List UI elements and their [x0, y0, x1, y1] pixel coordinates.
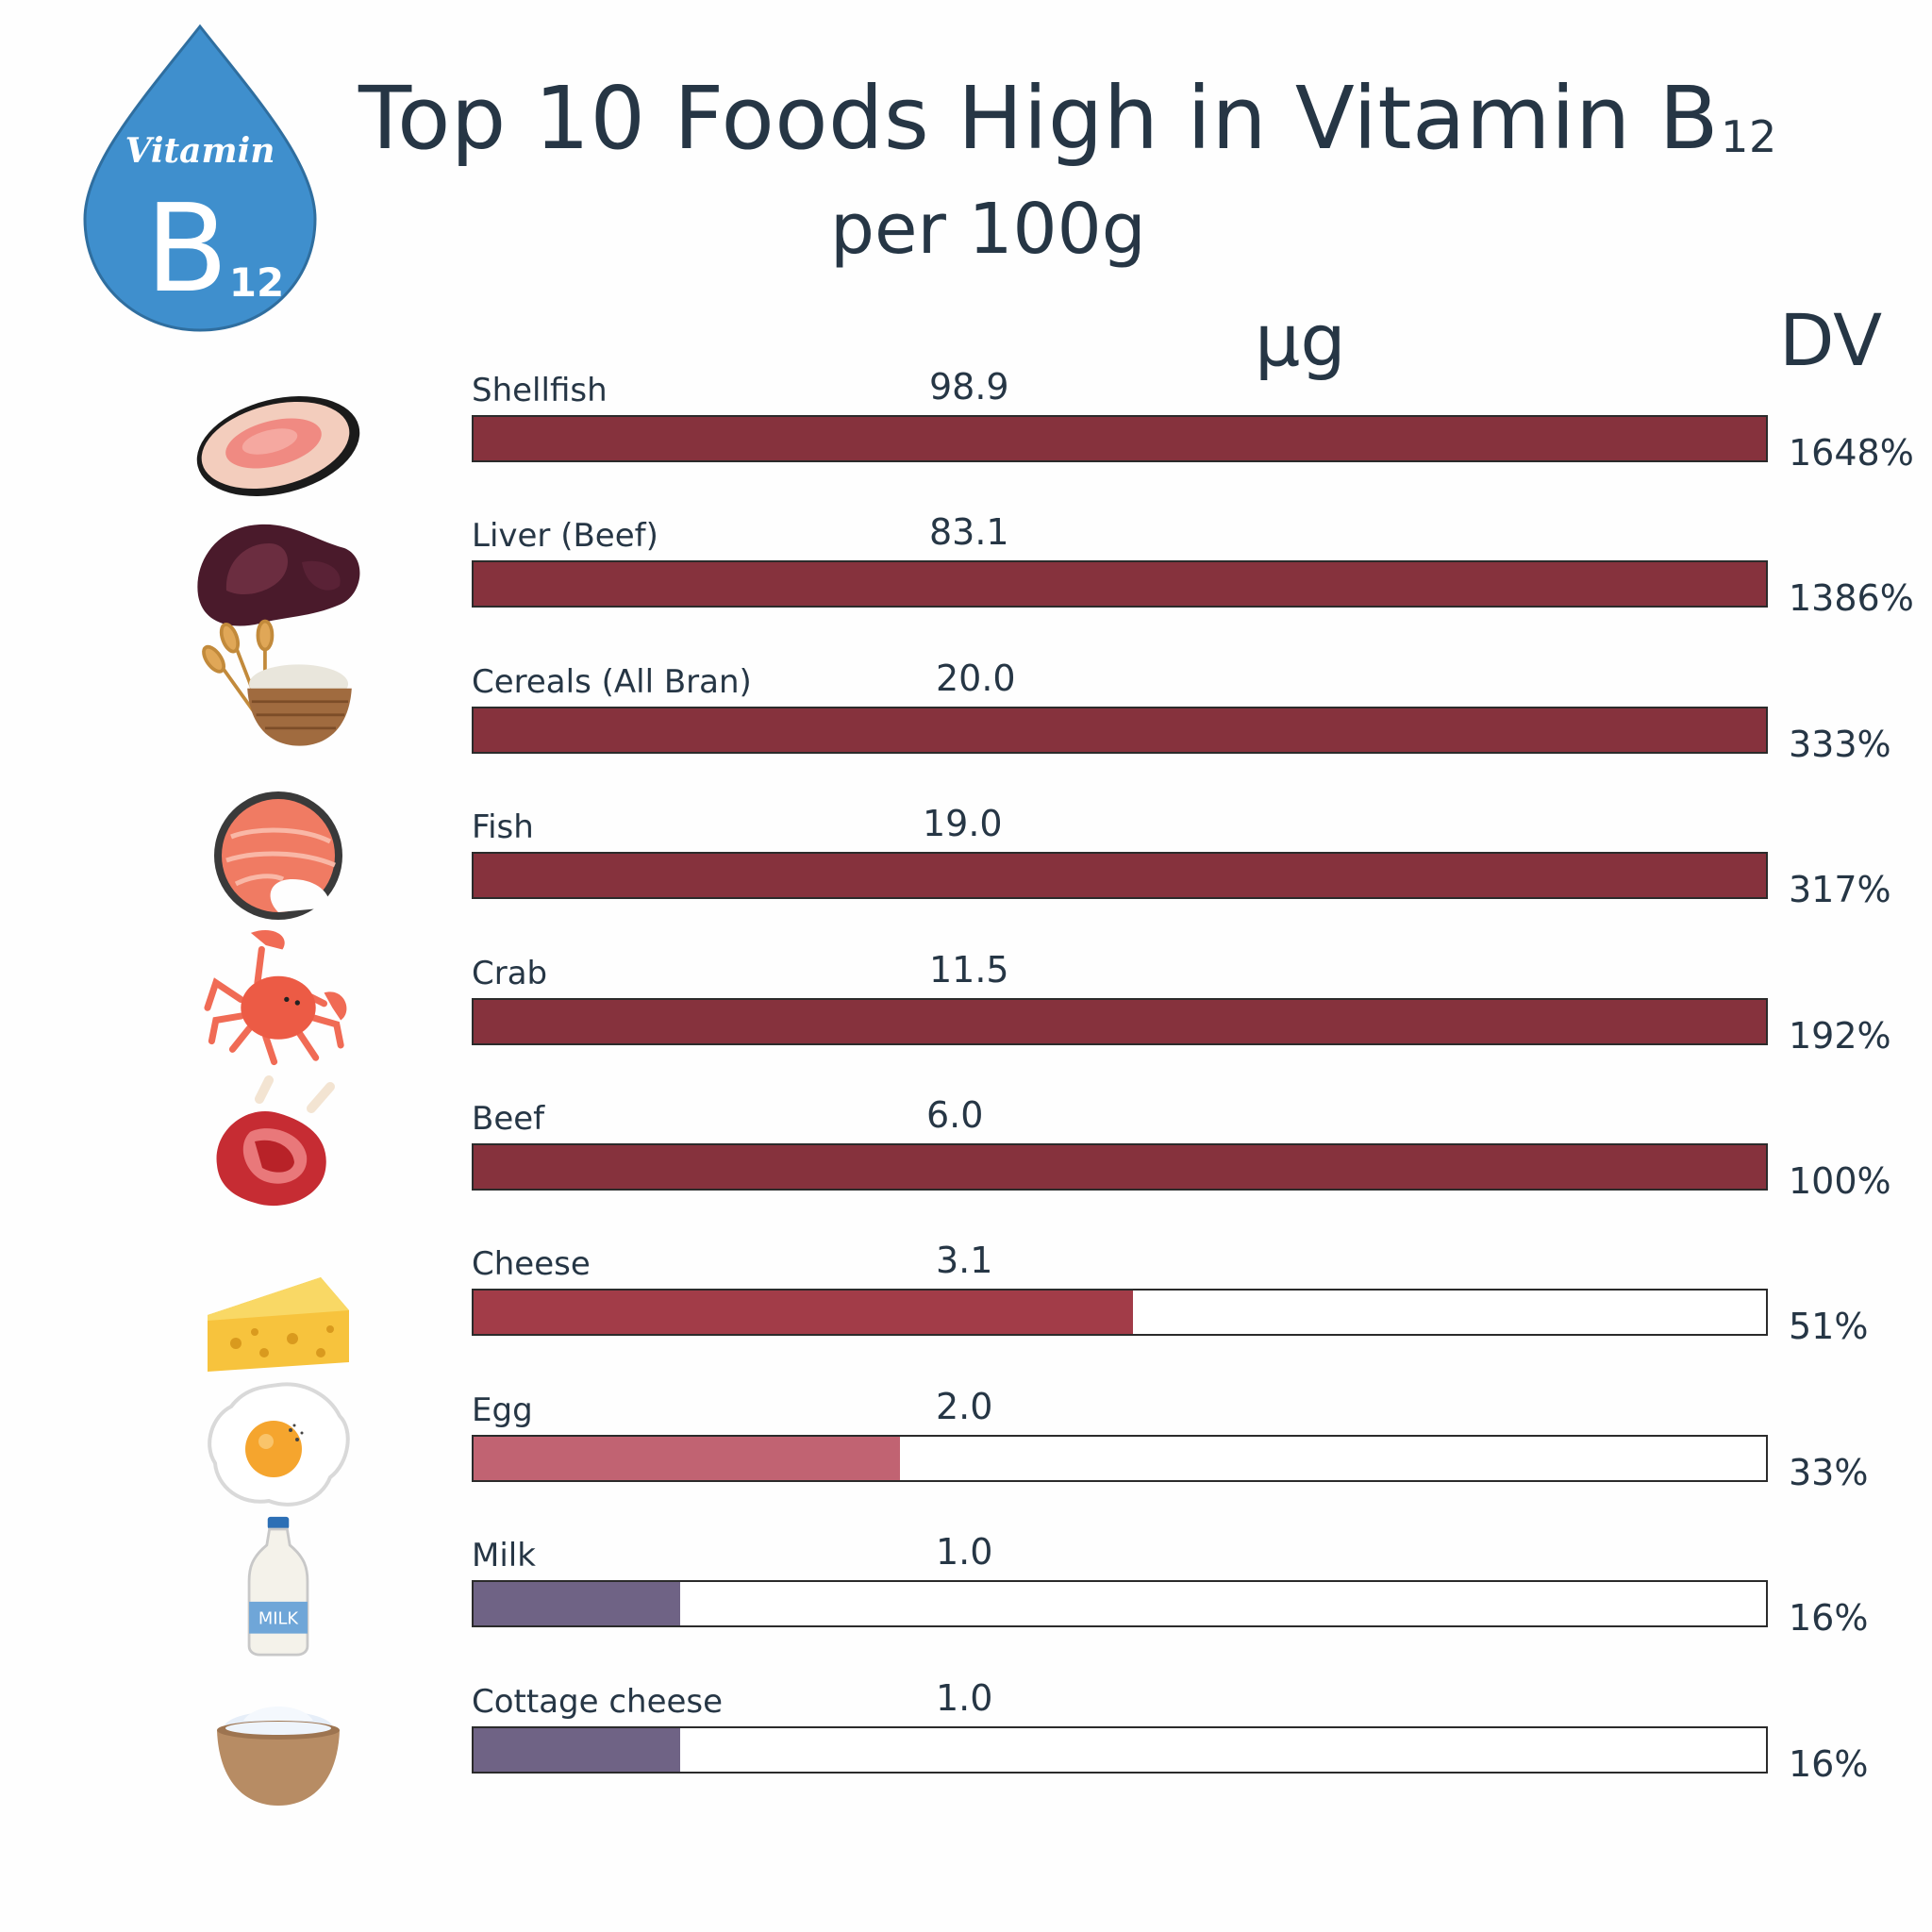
shellfish-icon [196, 396, 360, 496]
bar [474, 1291, 1133, 1335]
page-subtitle: per 100g [830, 189, 1146, 270]
dv-percent-label: 333% [1789, 723, 1891, 765]
dv-percent-label: 100% [1789, 1160, 1891, 1202]
page-title: Top 10 Foods High in Vitamin B12 [358, 68, 1777, 169]
food-label: Cottage cheese [472, 1682, 724, 1721]
food-label: Shellfish [472, 372, 608, 409]
title-subscript: 12 [1721, 111, 1777, 162]
amount-value-label: 1.0 [936, 1531, 993, 1574]
bar [474, 999, 1766, 1043]
cheese-icon [208, 1277, 349, 1372]
amount-value-label: 2.0 [936, 1385, 993, 1427]
food-label: Egg [472, 1391, 533, 1429]
fish-steak-icon [214, 791, 342, 920]
food-label: Liver (Beef) [472, 517, 658, 556]
dv-percent-label: 192% [1789, 1014, 1891, 1057]
dv-percent-label: 51% [1789, 1306, 1869, 1348]
bar-track [472, 852, 1768, 900]
bar-track [472, 415, 1768, 462]
bar [474, 1436, 901, 1480]
food-label: Cheese [472, 1245, 591, 1284]
dv-percent-label: 1648% [1789, 432, 1914, 474]
bar [474, 1727, 681, 1772]
cottage-cheese-icon [217, 1707, 340, 1806]
dv-percent-label: 317% [1789, 869, 1891, 911]
bar-track [472, 1580, 1768, 1628]
beef-icon [216, 1075, 335, 1207]
amount-value-label: 98.9 [929, 366, 1009, 408]
bar-track [472, 706, 1768, 754]
dv-percent-label: 33% [1789, 1451, 1869, 1493]
amount-value-label: 11.5 [929, 948, 1009, 991]
bar-track [472, 997, 1768, 1045]
crab-icon [204, 929, 347, 1066]
badge-subscript: 12 [229, 259, 284, 306]
bar-track [472, 1434, 1768, 1482]
food-label: Fish [472, 808, 534, 847]
amount-value-label: 19.0 [923, 803, 1003, 845]
bar [474, 1582, 681, 1626]
bar [474, 708, 1766, 752]
bar [474, 1145, 1766, 1189]
cereal-bowl-icon [202, 619, 352, 746]
amount-value-label: 6.0 [926, 1094, 984, 1136]
egg-icon [208, 1382, 350, 1507]
food-label: Cereals (All Bran) [472, 662, 752, 701]
dv-percent-label: 1386% [1789, 577, 1914, 620]
dv-column-header: DV [1779, 298, 1883, 382]
vitamin-b12-badge-icon: Vitamin B 12 [83, 24, 317, 332]
milk-bottle-label: MILK [258, 1608, 300, 1628]
amount-value-label: 1.0 [936, 1676, 993, 1719]
bar [474, 854, 1766, 898]
milk-bottle-icon: MILK [247, 1516, 309, 1657]
amount-column-header: µg [1255, 298, 1346, 382]
dv-percent-label: 16% [1789, 1597, 1869, 1640]
badge-word: Vitamin [125, 131, 275, 171]
bar [474, 417, 1766, 460]
food-label: Crab [472, 954, 548, 992]
amount-value-label: 83.1 [929, 511, 1009, 554]
badge-letter: B [145, 179, 228, 320]
bar [474, 562, 1766, 607]
bar-track [472, 1289, 1768, 1337]
amount-value-label: 3.1 [936, 1240, 993, 1282]
food-label: Beef [472, 1100, 545, 1138]
dv-percent-label: 16% [1789, 1742, 1869, 1785]
amount-value-label: 20.0 [936, 657, 1016, 699]
liver-icon [197, 524, 360, 626]
food-label: Milk [472, 1537, 536, 1575]
bar-track [472, 1725, 1768, 1774]
title-text: Top 10 Foods High in Vitamin B [358, 68, 1720, 169]
bar-track [472, 560, 1768, 608]
bar-track [472, 1143, 1768, 1191]
